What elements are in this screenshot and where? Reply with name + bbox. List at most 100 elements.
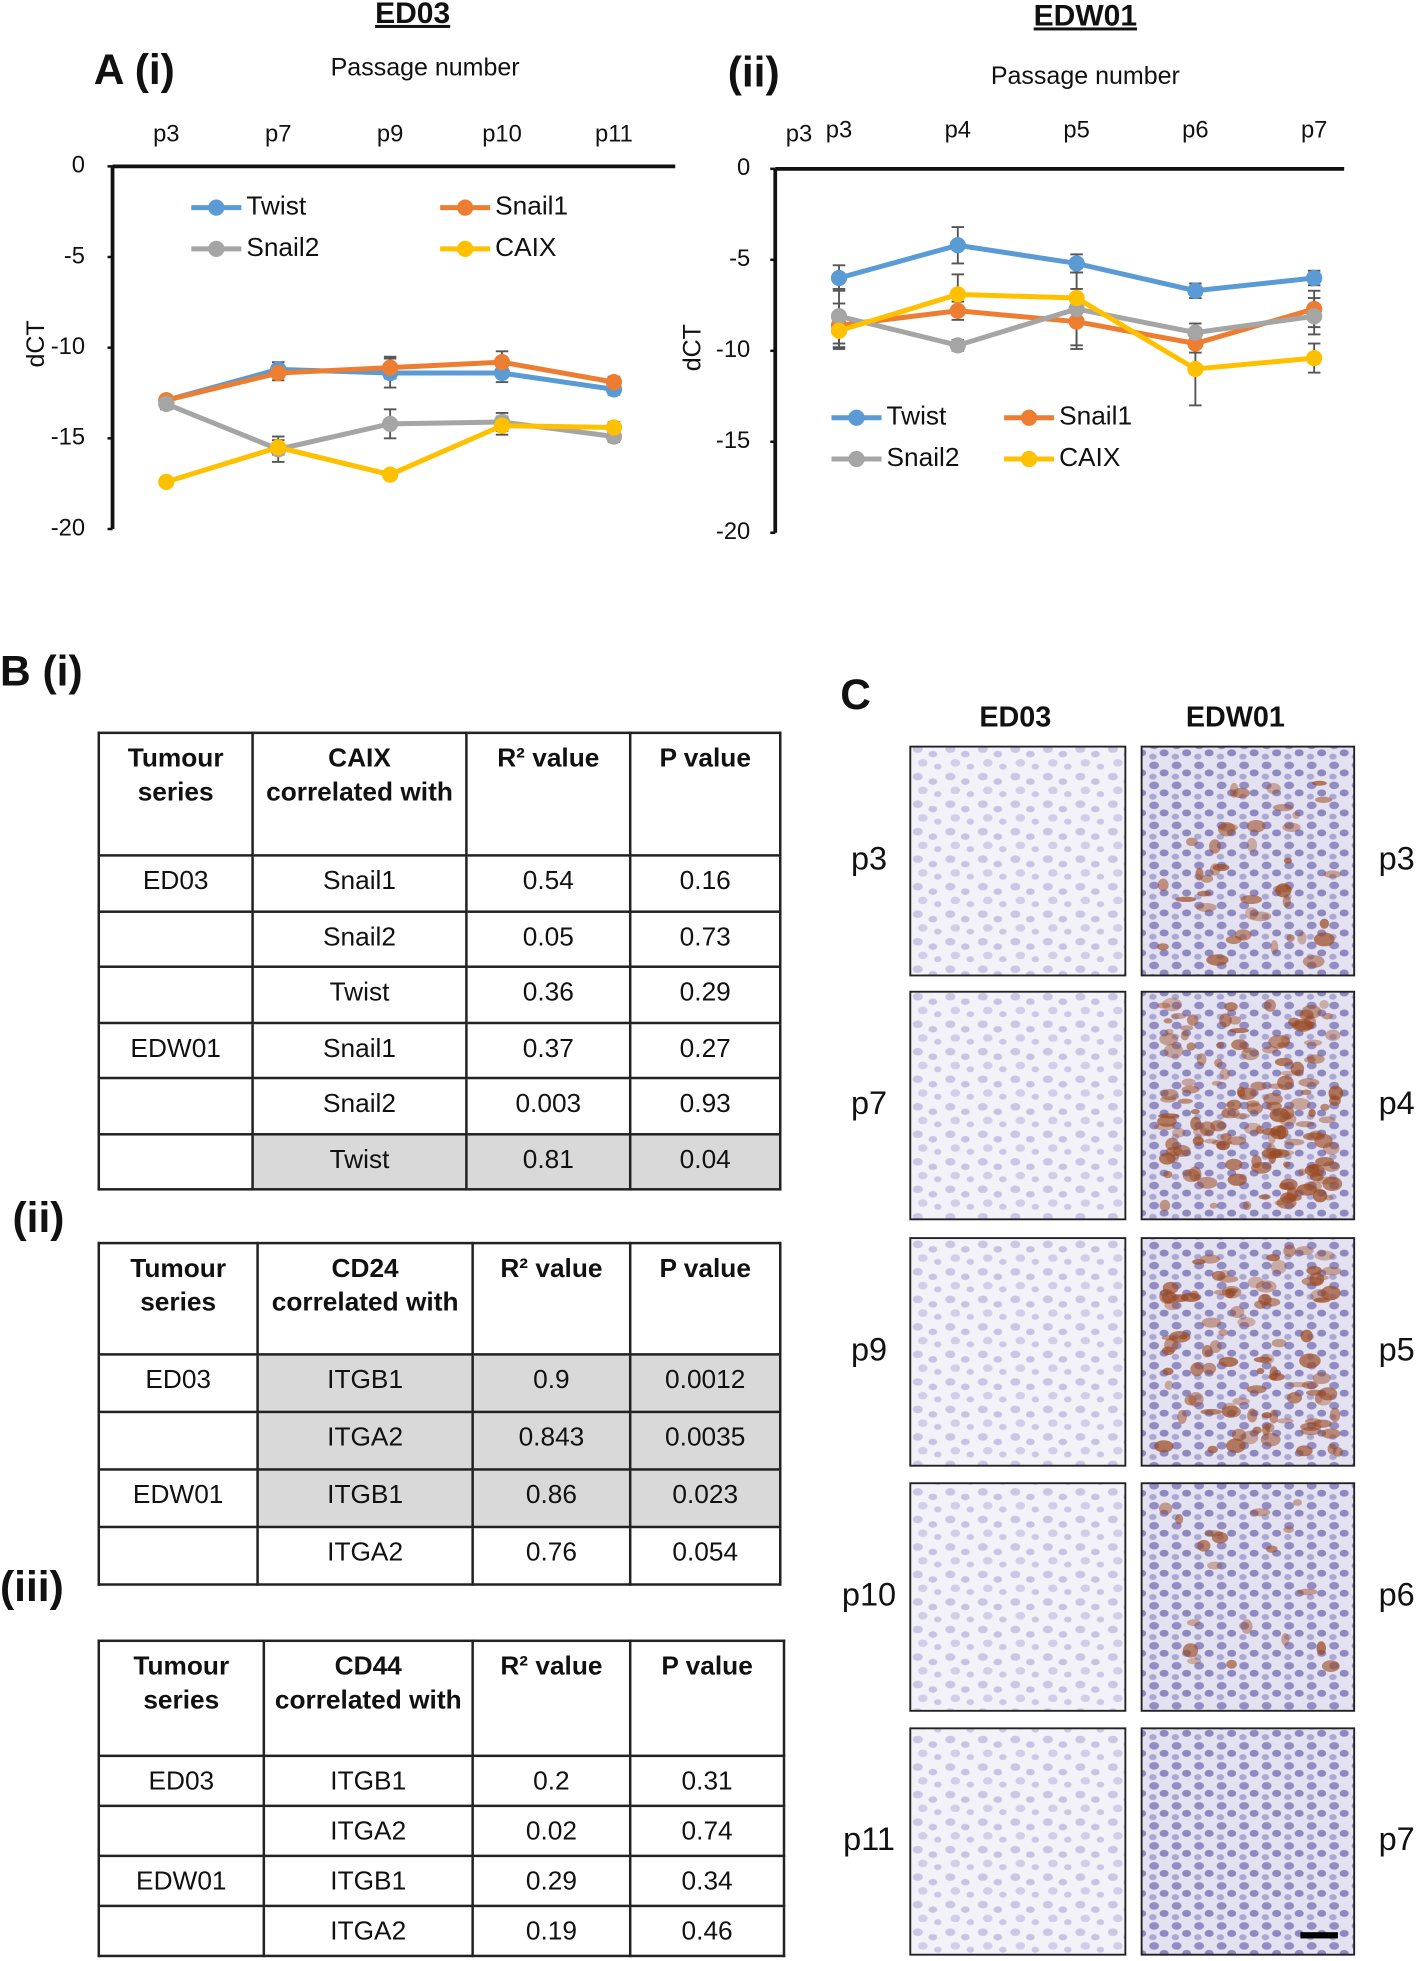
micrograph [909,990,1127,1221]
legend-label: Twist [887,401,947,431]
table-cell: 0.73 [628,909,782,968]
stain [1274,1057,1293,1067]
stain [1161,997,1183,1012]
stain [1190,1116,1202,1131]
stain [1313,932,1335,947]
table-cell: ITGA2 [262,1804,474,1858]
y-tick-label: -5 [64,242,85,269]
data-point [381,466,399,483]
data-point [1187,282,1204,299]
y-tick-label: -15 [716,427,750,454]
stain [1279,1070,1301,1076]
data-point [1068,255,1085,272]
table-row: ITGA2 0.76 0.054 [97,1525,782,1586]
stain [1207,1561,1223,1570]
table: Tumour series CD24 correlated with R² valu… [97,1241,782,1586]
micrograph [909,1482,1127,1712]
stain [1318,1387,1338,1401]
data-point [1187,360,1204,378]
stain [1297,1588,1318,1596]
table-cell: 0.0012 [628,1353,782,1414]
stain [1277,1042,1286,1048]
stain [1251,1161,1272,1174]
stain [1318,1116,1336,1124]
legend-label: Twist [246,191,306,221]
header-cell: CD44 correlated with [262,1639,474,1758]
table-row: Snail2 0.003 0.93 [97,1076,782,1135]
stain [1315,796,1333,803]
legend-label: CAIX [495,232,556,262]
stain [1237,1317,1256,1328]
stain [1224,1002,1238,1012]
data-point [949,237,966,254]
stain [1314,1250,1335,1261]
stain [1241,1619,1253,1634]
stain [1253,1356,1272,1363]
row-label: p3 [1379,841,1415,877]
stain [1283,1244,1296,1258]
stain [1221,1405,1242,1418]
table-cell: Snail1 [251,1021,468,1080]
table-row: EDW01 ITGB1 0.86 0.023 [97,1468,782,1529]
stain [1184,1395,1197,1406]
stain [1261,1412,1273,1419]
legend-marker [848,409,865,426]
stain [1300,1422,1322,1432]
y-tick-label: -5 [729,245,750,272]
header-cell: Tumour series [97,1241,259,1356]
table: Tumour series CD44 correlated with R² valu… [97,1639,786,1958]
y-tick-label: -10 [716,336,750,363]
stain [1190,1362,1204,1377]
stain [1303,1181,1322,1192]
stain [1276,1124,1287,1140]
table-cell: 0.19 [471,1904,632,1958]
stain [1209,1340,1222,1354]
stain [1242,1201,1252,1211]
stain [1270,940,1279,955]
table-cell: ITGA2 [262,1904,474,1958]
stain [1231,1428,1247,1441]
micrograph [1140,1727,1356,1956]
stain [1286,1392,1303,1404]
table-cell: 0.843 [471,1410,632,1471]
stain [1230,1305,1245,1319]
x-tick-label: p10 [482,120,522,147]
table-cell: ED03 [97,1353,259,1414]
table-cell [97,1076,254,1135]
table-cell: 0.054 [628,1525,782,1586]
stain [1269,1366,1279,1381]
stain [1188,1391,1204,1407]
stain [1158,1113,1180,1119]
table-cell: 0.81 [465,1132,632,1191]
stain [1256,1367,1265,1375]
panel-label: A (i) [94,47,175,94]
data-point [270,439,287,456]
table-row: ED03 ITGB1 0.9 0.0012 [97,1353,782,1414]
stain [1316,1275,1329,1281]
table-cell: 0.27 [628,1021,782,1080]
data-point [1306,308,1323,325]
stain [1161,1335,1178,1341]
stain [1204,1530,1223,1537]
data-point [949,302,966,319]
table-cell: ITGB1 [262,1754,474,1808]
stain [1196,1053,1207,1066]
table-cell: ITGA2 [256,1525,474,1586]
stain [1301,1004,1322,1019]
table-cell: 0.29 [628,965,782,1024]
table-cell: 0.93 [628,1076,782,1135]
stain [1227,1136,1247,1146]
stain [1270,1259,1287,1275]
stain [1232,1397,1250,1406]
stain [1182,1643,1199,1658]
stain [1300,1089,1312,1096]
stain [1196,1176,1218,1189]
table-cell: ED03 [97,1754,266,1808]
stain [1275,883,1292,898]
column-header: ED03 [979,702,1051,734]
stain [1283,857,1292,864]
stain [1301,1381,1319,1390]
stain [1163,1018,1173,1024]
stain [1186,1619,1201,1627]
data-point [605,419,623,436]
